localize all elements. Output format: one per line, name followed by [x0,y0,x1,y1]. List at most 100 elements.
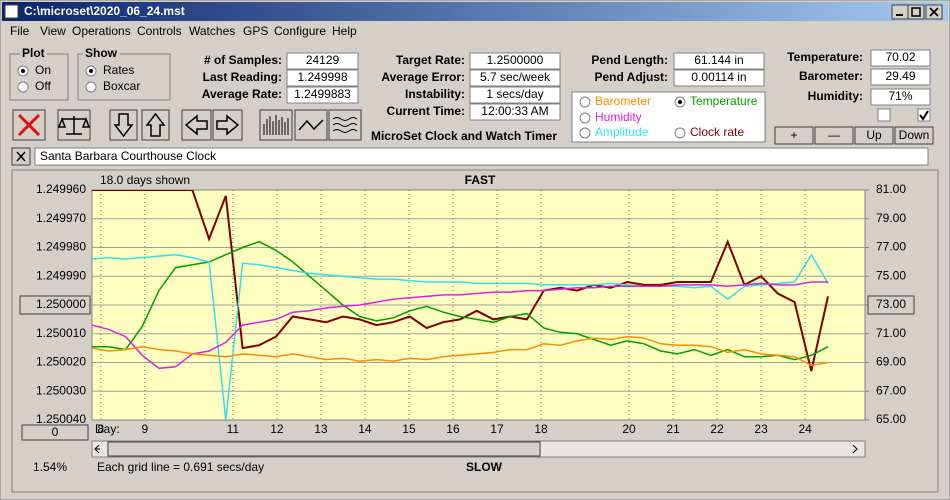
series-line [92,335,829,367]
field-label: Instability: [405,87,465,101]
button-label[interactable]: Down [899,128,930,142]
menu-item[interactable]: Controls [137,24,182,38]
top-label: FAST [465,173,496,187]
button[interactable] [774,126,814,145]
reset-button[interactable] [21,424,89,441]
minimize-button[interactable] [891,4,909,20]
radio-button[interactable] [579,112,591,124]
menu-item[interactable]: Operations [72,24,131,38]
y-tick-label: 1.250000 [36,297,86,311]
clear-glyph [16,151,26,162]
y2-tick-label: 67.00 [876,383,906,397]
scroll-right[interactable] [852,444,858,454]
y2-button[interactable] [867,295,915,315]
field-label: Barometer: [799,69,863,83]
radio-dot [21,69,25,73]
x-tick-label: 8 [97,422,104,436]
y2-tick-label: 77.00 [876,240,906,254]
center-button[interactable] [19,295,91,315]
button-label[interactable]: Up [866,128,882,142]
series-line [92,281,828,370]
y2-tick-label: 79.00 [876,211,906,225]
menu-item[interactable]: Help [332,24,357,38]
field-value: 29.49 [885,69,915,83]
checkbox[interactable] [877,108,891,122]
window-title: C:\microset\2020_06_24.mst [24,4,185,18]
field-value: 1.249998 [297,70,347,84]
menu-item[interactable]: View [40,24,66,38]
x-tick-label: 15 [402,422,416,436]
field-box [870,88,931,106]
footer-note: Each grid line = 0.691 secs/day [97,460,264,474]
legend-entry[interactable]: Barometer [595,94,651,108]
legend-entry[interactable]: Humidity [595,110,642,124]
field-value: 61.144 in [694,53,743,67]
radio-label[interactable]: Off [35,79,51,93]
check-glyph [919,110,929,121]
group-title-bg [83,46,120,61]
button-label[interactable]: + [790,128,797,142]
radio-label[interactable]: Rates [103,63,134,77]
stop-icon [17,113,41,137]
field-value: 70.02 [885,50,915,64]
field-label: Pend Adjust: [594,70,668,84]
y2-tick-label: 73.00 [876,297,906,311]
button-label[interactable]: — [828,128,840,142]
field-box [469,103,561,121]
field-value: 5.7 sec/week [480,70,551,84]
field-label: Current Time: [387,104,465,118]
window-buttons[interactable] [891,4,943,20]
trace-select-box [571,91,766,143]
field-value: 0.00114 in [691,70,746,84]
radio-button[interactable] [579,127,591,139]
clock-name-field[interactable] [34,147,929,166]
group-title: Plot [22,46,45,60]
x-axis-label: Day: [95,422,120,436]
button[interactable] [894,126,934,145]
radio-button[interactable] [579,96,591,108]
field-box [673,69,765,87]
x-tick-label: 16 [446,422,460,436]
x-tick-label: 12 [270,422,284,436]
x-tick-label: 13 [314,422,328,436]
menu-item[interactable]: File [10,24,30,38]
x-tick-label: 9 [141,422,148,436]
menu-item[interactable]: GPS [243,24,268,38]
field-box [673,52,765,70]
radio-button[interactable] [85,81,97,93]
y-tick-label: 1.249980 [36,240,86,254]
y-tick-label: 1.249960 [36,182,86,196]
legend-entry[interactable]: Temperature [690,94,758,108]
toolbar[interactable] [12,109,362,141]
wave-button[interactable] [328,109,362,141]
y-tick-label: 1.249990 [36,268,86,282]
radio-label[interactable]: Boxcar [103,79,140,93]
reset-label[interactable]: 0 [52,425,59,439]
field-label: Average Error: [381,70,465,84]
maximize-button[interactable] [907,4,925,20]
legend-entry[interactable]: Amplitude [595,125,649,139]
legend-entry[interactable]: Clock rate [690,125,744,139]
radio-button[interactable] [17,81,29,93]
y-tick-label: 1.250020 [36,355,86,369]
x-tick-label: 14 [358,422,372,436]
field-label: Humidity: [808,89,863,103]
scroll-left[interactable] [94,444,100,454]
button[interactable] [814,126,854,145]
histogram-icon [263,115,289,135]
radio-label[interactable]: On [35,63,51,77]
field-label: Target Rate: [396,53,465,67]
radio-button[interactable] [674,127,686,139]
field-box [870,68,931,86]
x-tick-label: 21 [666,422,680,436]
footer-left: 1.54% [33,460,67,474]
menu-item[interactable]: Configure [274,24,326,38]
balance-icon [57,116,91,135]
left-button[interactable] [181,109,212,141]
y-tick-label: 1.250010 [36,326,86,340]
scroll-thumb[interactable] [107,441,541,457]
button[interactable] [854,126,894,145]
close-glyph [929,7,939,17]
menu-item[interactable]: Watches [189,24,235,38]
x-tick-label: 23 [754,422,768,436]
